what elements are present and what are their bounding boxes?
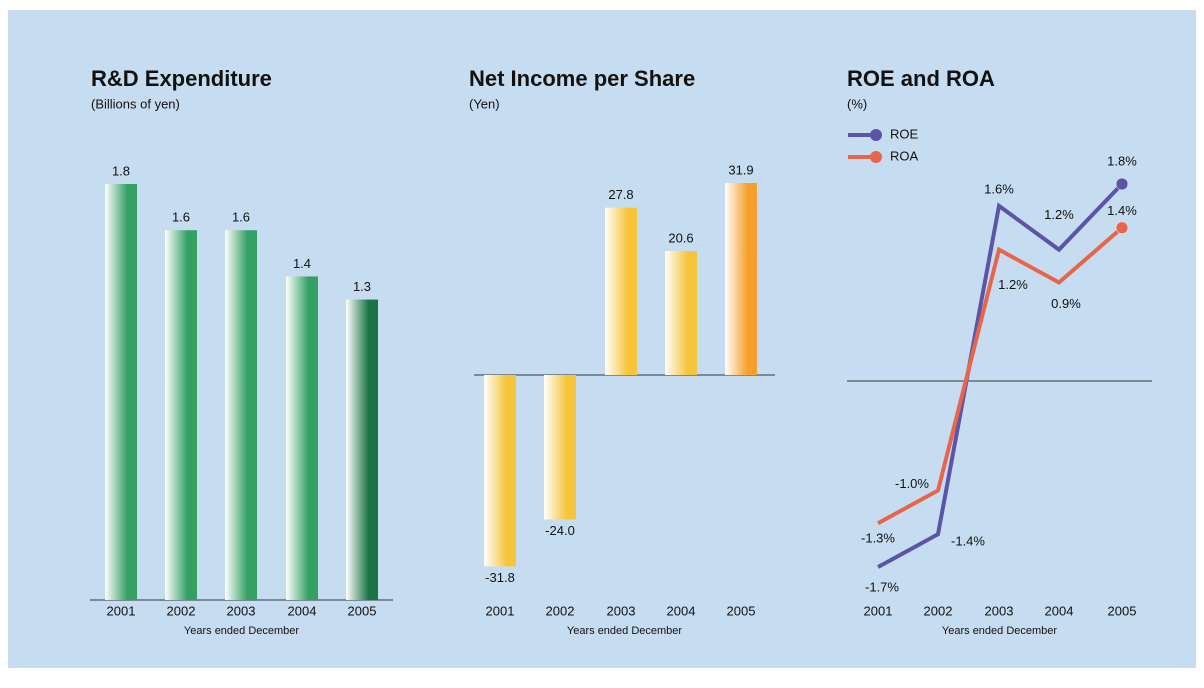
x-axis-label: Years ended December	[184, 625, 300, 637]
x-tick-label: 2001	[486, 603, 515, 618]
subtitle: (Yen)	[469, 96, 500, 111]
x-tick-label: 2003	[985, 603, 1014, 618]
end-marker	[1115, 177, 1129, 191]
legend-label: ROA	[890, 148, 919, 163]
x-tick-label: 2002	[546, 603, 575, 618]
data-label: -1.0%	[895, 476, 929, 491]
data-label: 1.6%	[984, 181, 1014, 196]
data-label: 1.2%	[1044, 207, 1074, 222]
x-tick-label: 2005	[348, 603, 377, 618]
x-tick-label: 2001	[864, 603, 893, 618]
x-axis-label: Years ended December	[567, 625, 683, 637]
data-label: -1.7%	[865, 579, 899, 594]
bar	[225, 230, 257, 600]
x-tick-label: 2004	[288, 603, 317, 618]
chart-title: R&D Expenditure	[91, 66, 272, 91]
panel	[8, 10, 1196, 668]
bar	[165, 230, 197, 600]
data-label: 31.9	[728, 162, 753, 177]
legend-marker	[870, 151, 882, 163]
x-tick-label: 2004	[667, 603, 696, 618]
data-label: 0.9%	[1051, 296, 1081, 311]
data-label: 1.4	[293, 256, 311, 271]
data-label: 27.8	[608, 187, 633, 202]
subtitle: (%)	[847, 96, 867, 111]
x-tick-label: 2001	[107, 603, 136, 618]
line	[877, 226, 1124, 526]
data-label: 1.8	[112, 163, 130, 178]
data-label: -24.0	[545, 523, 575, 538]
data-label: -1.4%	[951, 534, 985, 549]
subtitle: (Billions of yen)	[91, 96, 180, 111]
line	[877, 182, 1124, 569]
bar	[105, 184, 137, 600]
x-tick-label: 2005	[727, 603, 756, 618]
data-label: 1.2%	[998, 277, 1028, 292]
bar	[725, 183, 757, 375]
x-tick-label: 2003	[227, 603, 256, 618]
chart-title: ROE and ROA	[847, 66, 995, 91]
x-tick-label: 2002	[924, 603, 953, 618]
chart-title: Net Income per Share	[469, 66, 695, 91]
x-tick-label: 2002	[167, 603, 196, 618]
legend-marker	[870, 129, 882, 141]
bar	[665, 251, 697, 375]
x-tick-label: 2003	[607, 603, 636, 618]
bar	[286, 276, 318, 600]
bar	[484, 375, 516, 567]
data-label: 1.6	[232, 210, 250, 225]
bar	[605, 207, 637, 375]
data-label: 1.3	[353, 279, 371, 294]
x-tick-label: 2004	[1045, 603, 1074, 618]
x-tick-label: 2005	[1108, 603, 1137, 618]
data-label: -31.8	[485, 570, 515, 585]
x-axis-label: Years ended December	[942, 625, 1058, 637]
data-label: 1.4%	[1107, 203, 1137, 218]
legend-label: ROE	[890, 126, 919, 141]
end-marker	[1115, 221, 1129, 235]
data-label: 1.8%	[1107, 153, 1137, 168]
bar	[346, 299, 378, 600]
data-label: 20.6	[668, 230, 693, 245]
data-label: -1.3%	[861, 531, 895, 546]
data-label: 1.6	[172, 210, 190, 225]
bar	[544, 375, 576, 520]
